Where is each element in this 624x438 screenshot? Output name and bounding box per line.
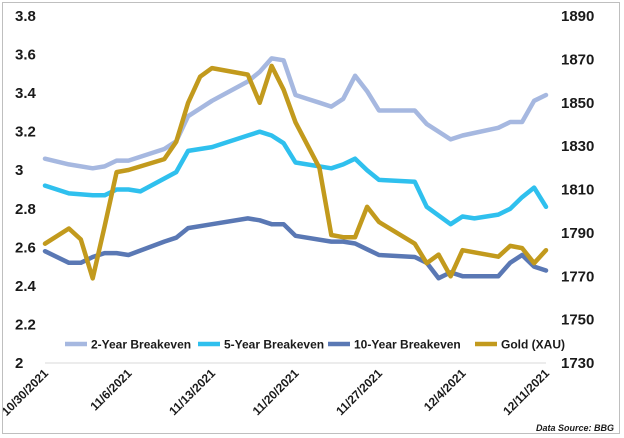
left-tick-label: 2.2 [15,316,36,333]
right-tick-label: 1850 [561,95,594,112]
legend: 2-Year Breakeven 5-Year Breakeven 10-Year … [65,338,565,352]
legend-label: 10-Year Breakeven [354,338,461,352]
left-tick-label: 2.4 [15,278,37,295]
series-lines [42,56,549,281]
right-axis-ticks: 1730 1750 1770 1790 1810 1830 1850 1870 1890 [561,8,594,372]
left-tick-label: 3.2 [15,124,36,141]
left-tick-label: 3 [15,162,23,179]
x-tick-label: 10/30/2021 [3,366,51,419]
right-tick-label: 1730 [561,355,594,372]
series-line-5-year-breakeven [42,129,549,227]
right-tick-label: 1810 [561,182,594,199]
x-tick-label: 11/13/2021 [166,366,218,418]
left-tick-label: 3.6 [15,47,36,64]
legend-label: Gold (XAU) [501,338,565,352]
right-tick-label: 1750 [561,312,594,329]
x-tick-label: 11/6/2021 [87,366,134,413]
right-tick-label: 1790 [561,225,594,242]
series-line-gold-xau [42,63,549,281]
right-tick-label: 1770 [561,268,594,285]
data-source-note: Data Source: BBG [536,423,614,433]
left-tick-label: 2.6 [15,239,36,256]
series-line-2-year-breakeven [42,56,549,171]
legend-label: 2-Year Breakeven [91,338,191,352]
right-tick-label: 1890 [561,8,594,25]
series-line-10-year-breakeven [42,216,549,281]
breakeven-gold-chart: 22.22.42.62.833.23.43.63.8 1730175017701… [3,8,614,433]
x-tick-label: 11/20/2021 [250,366,302,418]
left-tick-label: 2.8 [15,201,36,218]
x-tick-label: 12/4/2021 [421,366,469,414]
left-axis-ticks: 2 2.2 2.4 2.6 2.8 3 3.2 3.4 3.6 3.8 [15,8,37,372]
x-tick-label: 12/11/2021 [500,366,552,418]
x-tick-label: 11/27/2021 [333,366,385,418]
right-tick-label: 1870 [561,51,594,68]
left-tick-label: 3.4 [15,85,37,102]
left-tick-label: 2 [15,355,23,372]
x-axis-ticks: 10/30/2021 11/6/2021 11/13/2021 11/20/2021 1… [3,366,552,419]
left-tick-label: 3.8 [15,8,36,25]
right-tick-label: 1830 [561,138,594,155]
legend-label: 5-Year Breakeven [224,338,324,352]
chart-frame: 2 2.2 2.4 2.6 2.8 3 3.2 3.4 3.6 3.8 1730 1750 1770 1… [2,2,620,434]
